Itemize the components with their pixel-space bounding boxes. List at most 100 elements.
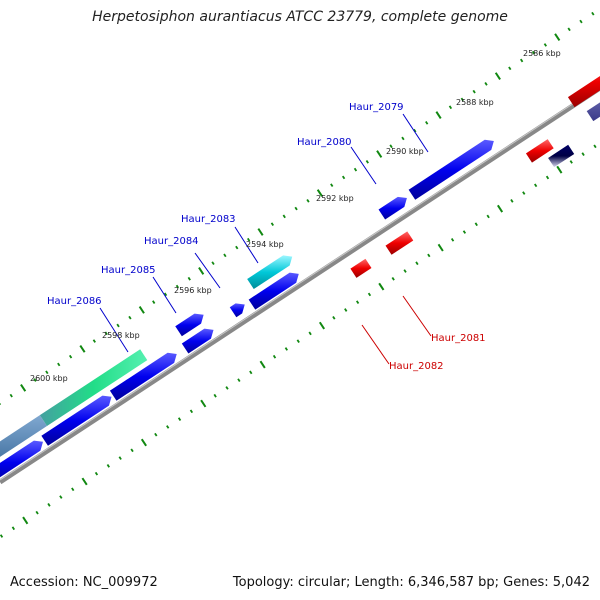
scale-tick — [403, 269, 407, 273]
scale-tick — [118, 456, 122, 460]
gene-block-haur-2084 — [229, 303, 245, 318]
scale-label-2594: 2594 kbp — [246, 240, 284, 249]
scale-label-2600: 2600 kbp — [30, 374, 68, 383]
scale-tick — [47, 503, 51, 507]
scale-tick — [306, 198, 310, 203]
scale-tick — [177, 417, 182, 421]
gene-block-haur-2085 — [181, 328, 214, 354]
scale-tick — [22, 516, 29, 525]
scale-tick — [11, 526, 16, 531]
gene-block-forward — [175, 313, 204, 337]
scale-tick — [474, 222, 478, 227]
scale-tick — [140, 438, 147, 447]
gene-block-forward-top — [109, 347, 171, 391]
scale-tick — [522, 191, 526, 195]
scale-tick — [448, 105, 453, 110]
scale-tick — [59, 495, 63, 499]
scale-tick — [259, 360, 266, 369]
gene-label-haur-2083[interactable]: Haur_2083 — [181, 214, 236, 225]
scale-label-2592: 2592 kbp — [316, 194, 354, 203]
scale-tick — [554, 33, 561, 42]
gene-block-haur-2080 — [378, 196, 407, 220]
scale-tick — [235, 245, 239, 250]
accession-text: Accession: NC_009972 — [10, 575, 158, 590]
scale-tick — [341, 175, 346, 180]
gene-block-haur-2081-top — [385, 226, 411, 246]
scale-tick — [543, 43, 548, 47]
scale-tick — [20, 383, 27, 392]
scale-tick — [508, 66, 512, 71]
scale-tick — [106, 464, 110, 468]
scale-tick — [45, 370, 49, 375]
scale-tick — [460, 97, 464, 102]
scale-tick — [237, 378, 241, 382]
scale-tick — [355, 300, 360, 305]
gene-block-reverse — [567, 76, 600, 108]
scale-tick — [175, 284, 180, 289]
scale-tick — [581, 152, 585, 156]
scale-tick — [128, 315, 132, 320]
scale-tick — [187, 276, 191, 281]
scale-label-2596: 2596 kbp — [174, 286, 212, 295]
scale-label-2590: 2590 kbp — [386, 147, 424, 156]
scale-tick — [462, 230, 467, 234]
scale-tick — [389, 144, 393, 149]
gene-label-haur-2084[interactable]: Haur_2084 — [144, 236, 199, 247]
gene-label-haur-2081[interactable]: Haur_2081 — [431, 333, 486, 344]
genome-backbone-highlight — [0, 85, 600, 481]
scale-tick — [247, 237, 251, 242]
inner-scale-ticks — [0, 144, 597, 538]
scale-tick — [344, 308, 348, 312]
scale-tick — [213, 393, 217, 398]
gene-block-reverse-top — [525, 134, 551, 154]
scale-tick — [94, 471, 99, 476]
scale-tick — [591, 11, 595, 16]
gene-block-steel — [0, 415, 47, 457]
gene-label-haur-2079[interactable]: Haur_2079 — [349, 102, 404, 113]
gene-label-haur-2080[interactable]: Haur_2080 — [297, 137, 352, 148]
scale-tick — [198, 267, 205, 275]
scale-tick — [486, 214, 490, 219]
gene-block-reverse — [548, 144, 575, 168]
gene-leader-lines — [99, 113, 432, 365]
scale-tick — [497, 204, 504, 213]
scale-tick — [189, 409, 194, 414]
scale-tick — [152, 300, 156, 304]
scale-tick — [154, 432, 158, 437]
scale-tick — [593, 144, 597, 149]
gene-label-haur-2082[interactable]: Haur_2082 — [389, 361, 444, 372]
genome-backbone — [0, 85, 600, 485]
scale-tick — [104, 331, 108, 336]
gene-label-haur-2085[interactable]: Haur_2085 — [101, 265, 156, 276]
gene-block-haur-2086 — [39, 349, 148, 427]
gene-block-reverse-top — [567, 73, 600, 98]
scale-tick — [353, 167, 358, 172]
scale-label-2588: 2588 kbp — [456, 98, 494, 107]
gene-block-reverse — [586, 102, 600, 122]
scale-tick — [330, 183, 334, 188]
gene-features — [0, 73, 600, 478]
scale-tick — [35, 510, 39, 515]
scale-tick — [534, 183, 538, 188]
scale-tick — [494, 72, 501, 80]
scale-tick — [68, 354, 73, 359]
scale-tick — [138, 306, 145, 314]
gene-block-forward-top — [0, 435, 37, 463]
scale-tick — [0, 534, 4, 538]
scale-tick — [57, 362, 61, 367]
gene-block-haur-2079-top — [408, 134, 488, 190]
scale-tick — [378, 282, 385, 291]
gene-block-forward — [0, 440, 43, 478]
scale-tick — [272, 354, 277, 359]
scale-tick — [9, 393, 13, 398]
gene-block-steel-top — [0, 410, 43, 442]
scale-tick — [284, 347, 289, 351]
gene-block-forward — [248, 272, 299, 310]
scale-tick — [415, 261, 419, 266]
gene-label-haur-2086[interactable]: Haur_2086 — [47, 296, 102, 307]
gene-block-haur-2082 — [350, 258, 372, 278]
scale-tick — [225, 386, 229, 390]
scale-tick — [569, 160, 573, 164]
scale-tick — [520, 58, 524, 63]
scale-tick — [435, 111, 442, 119]
